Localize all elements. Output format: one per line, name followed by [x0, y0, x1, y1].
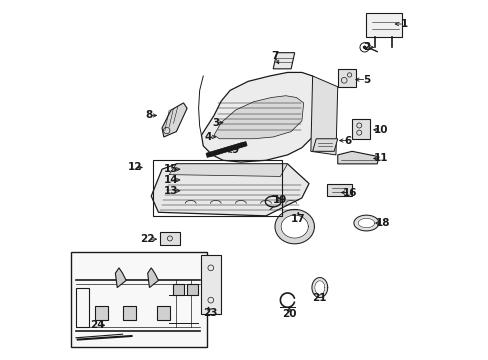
Polygon shape: [351, 119, 369, 139]
Bar: [153, 160, 282, 216]
Text: 10: 10: [373, 125, 387, 135]
Bar: [70, 252, 206, 347]
Polygon shape: [123, 306, 136, 320]
Polygon shape: [147, 268, 158, 288]
Text: 24: 24: [90, 320, 104, 330]
Polygon shape: [312, 139, 337, 151]
Text: 7: 7: [271, 51, 278, 61]
Text: 1: 1: [400, 19, 407, 29]
Text: 6: 6: [344, 136, 351, 145]
Text: 11: 11: [373, 153, 387, 163]
Text: 12: 12: [128, 162, 142, 172]
Text: 9: 9: [231, 144, 239, 154]
Text: 18: 18: [375, 218, 389, 228]
Polygon shape: [310, 76, 337, 155]
Polygon shape: [214, 96, 303, 139]
Circle shape: [363, 46, 365, 48]
Polygon shape: [201, 72, 319, 162]
Text: 14: 14: [163, 175, 178, 185]
Text: 3: 3: [212, 118, 219, 128]
Polygon shape: [311, 278, 327, 298]
Text: 13: 13: [163, 186, 178, 196]
Polygon shape: [187, 284, 198, 295]
Polygon shape: [353, 215, 378, 231]
Text: 17: 17: [290, 215, 305, 224]
Text: 5: 5: [362, 75, 369, 85]
Text: 21: 21: [312, 293, 326, 303]
Polygon shape: [162, 103, 187, 137]
Polygon shape: [115, 268, 126, 288]
Polygon shape: [366, 13, 402, 37]
Polygon shape: [169, 164, 287, 176]
Text: 2: 2: [362, 42, 369, 52]
Polygon shape: [273, 53, 294, 69]
Polygon shape: [326, 184, 351, 196]
Polygon shape: [201, 255, 221, 315]
Polygon shape: [172, 284, 183, 295]
Polygon shape: [94, 306, 107, 320]
Polygon shape: [151, 164, 308, 216]
Polygon shape: [157, 306, 170, 320]
Polygon shape: [314, 281, 324, 294]
Text: 16: 16: [343, 188, 357, 198]
Text: 15: 15: [163, 164, 178, 174]
Text: 19: 19: [273, 195, 287, 205]
Text: 23: 23: [203, 308, 217, 318]
Polygon shape: [160, 232, 180, 244]
Polygon shape: [281, 215, 308, 238]
Polygon shape: [337, 151, 378, 164]
Text: 22: 22: [140, 234, 155, 244]
Polygon shape: [274, 210, 314, 244]
Text: 4: 4: [204, 132, 212, 142]
Polygon shape: [358, 219, 374, 228]
Text: 20: 20: [282, 310, 296, 319]
Text: 8: 8: [145, 111, 153, 121]
Polygon shape: [337, 69, 355, 87]
